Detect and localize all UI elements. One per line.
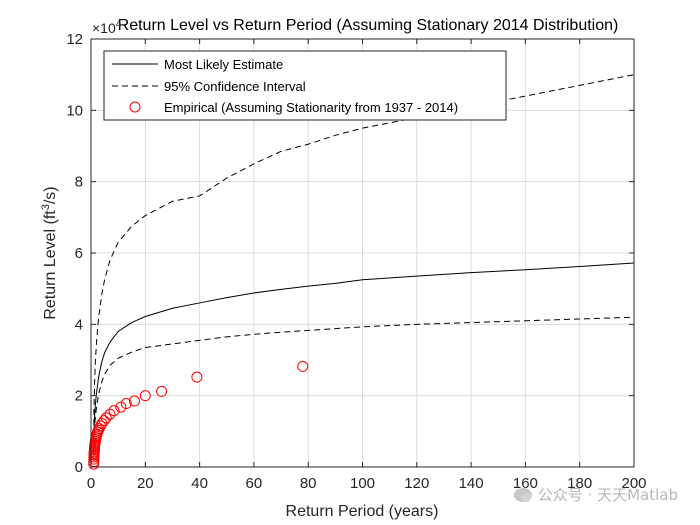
empirical-point [88,458,100,470]
x-tick-label: 100 [350,475,375,492]
y-axis-exponent: ×104 [92,19,122,36]
legend-box [103,50,507,121]
y-tick-label: 10 [66,102,83,119]
x-axis-label: Return Period (years) [286,503,439,520]
series-empirical-markers [88,360,309,470]
y-tick-label: 8 [75,174,83,191]
empirical-point [139,390,151,402]
empirical-point [108,405,120,417]
y-axis-exponent-power: 4 [116,19,122,30]
y-axis-label: Return Level (ft3/s) [40,186,59,319]
x-tick-label: 120 [404,475,429,492]
empirical-point [100,412,112,424]
legend-swatch-circle-marker [129,101,141,113]
y-tick-label: 6 [75,245,83,262]
wechat-icon [513,487,532,502]
y-tick-label: 4 [75,316,83,333]
y-tick-label: 12 [66,31,83,48]
legend-label-most-likely: Most Likely Estimate [164,57,283,72]
y-axis-label-tail: /s) [42,186,59,204]
empirical-point [156,385,168,397]
legend: Most Likely Estimate 95% Confidence Inte… [103,50,507,121]
empirical-point [120,398,132,410]
empirical-point [191,371,203,383]
series-most-likely-line [93,262,635,448]
watermark-text: 公众号 · 天天Matlab [537,486,678,504]
watermark: 公众号 · 天天Matlab [513,484,678,505]
x-tick-label: 0 [87,475,95,492]
x-tick-label: 140 [459,475,484,492]
x-tick-label: 60 [246,475,263,492]
legend-label-confidence-interval: 95% Confidence Interval [164,79,306,94]
y-tick-label: 2 [75,388,83,405]
chart-title: Return Level vs Return Period (Assuming … [118,17,619,34]
empirical-point [96,417,108,429]
x-tick-label: 200 [621,475,646,492]
y-axis-label-superscript: 3 [40,204,52,210]
series-ci-lower-line [93,316,635,453]
series-layer [88,74,635,470]
empirical-point [104,408,116,420]
legend-label-empirical: Empirical (Assuming Stationarity from 19… [164,100,458,115]
x-tick-label: 40 [191,475,208,492]
x-tick-label: 20 [137,475,154,492]
empirical-point [98,415,110,427]
x-tick-label: 180 [567,475,592,492]
series-ci-upper-line [93,74,635,435]
empirical-point [128,395,140,407]
empirical-point [95,420,107,432]
x-tick-label: 80 [300,475,317,492]
y-tick-label: 0 [75,459,83,476]
y-axis-exponent-base: ×10 [92,20,116,36]
y-axis-label-main: Return Level (ft [42,210,59,320]
empirical-point [115,401,127,413]
empirical-point [297,360,309,372]
